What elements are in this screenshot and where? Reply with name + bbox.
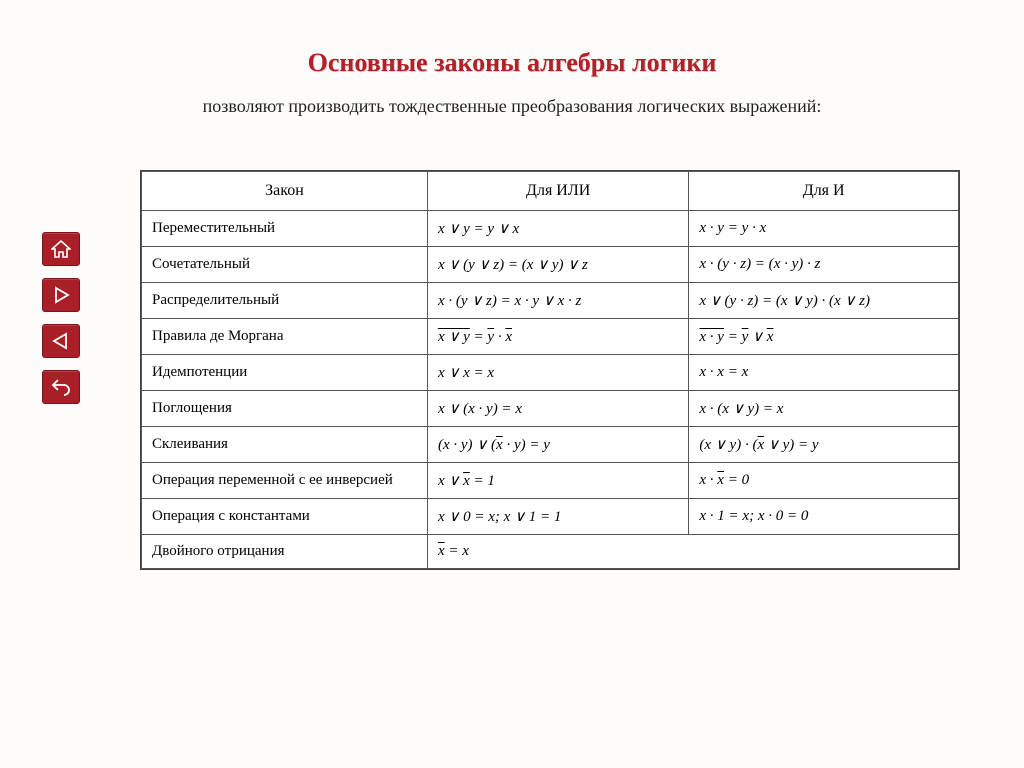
table-row: Сочетательныйx ∨ (y ∨ z) = (x ∨ y) ∨ zx … [142, 247, 959, 283]
table-row: Правила де Морганаx ∨ y = y · xx · y = y… [142, 319, 959, 355]
formula-or-cell: (x · y) ∨ (x · y) = y [427, 427, 688, 463]
formula-or-cell: x ∨ (x · y) = x [427, 391, 688, 427]
table-row: Распределительныйx · (y ∨ z) = x · y ∨ x… [142, 283, 959, 319]
formula-or-cell: x ∨ (y ∨ z) = (x ∨ y) ∨ z [427, 247, 688, 283]
formula-and-cell: x · x = 0 [689, 463, 959, 499]
formula-or-cell: x ∨ y = y ∨ x [427, 211, 688, 247]
formula-and-cell: x · y = y · x [689, 211, 959, 247]
formula-and-cell: x ∨ (y · z) = (x ∨ y) · (x ∨ z) [689, 283, 959, 319]
formula-or-cell: x ∨ 0 = x; x ∨ 1 = 1 [427, 499, 688, 535]
formula-or-cell: x = x [427, 535, 958, 569]
law-name-cell: Операция переменной с ее инверсией [142, 463, 428, 499]
nav-return-button[interactable] [42, 370, 80, 404]
laws-table-container: Закон Для ИЛИ Для И Переместительныйx ∨ … [140, 170, 960, 570]
formula-or-cell: x ∨ x = x [427, 355, 688, 391]
table-row: Операция переменной с ее инверсиейx ∨ x … [142, 463, 959, 499]
col-header-law: Закон [142, 172, 428, 211]
law-name-cell: Переместительный [142, 211, 428, 247]
law-name-cell: Сочетательный [142, 247, 428, 283]
formula-and-cell: x · x = x [689, 355, 959, 391]
law-name-cell: Идемпотенции [142, 355, 428, 391]
formula-and-cell: x · (x ∨ y) = x [689, 391, 959, 427]
formula-and-cell: x · 1 = x; x · 0 = 0 [689, 499, 959, 535]
nav-home-button[interactable] [42, 232, 80, 266]
table-row: Склеивания(x · y) ∨ (x · y) = y(x ∨ y) ·… [142, 427, 959, 463]
table-row: Переместительныйx ∨ y = y ∨ xx · y = y ·… [142, 211, 959, 247]
table-row: Операция с константамиx ∨ 0 = x; x ∨ 1 =… [142, 499, 959, 535]
col-header-or: Для ИЛИ [427, 172, 688, 211]
nav-panel [42, 232, 80, 404]
table-header-row: Закон Для ИЛИ Для И [142, 172, 959, 211]
nav-back-button[interactable] [42, 324, 80, 358]
law-name-cell: Склеивания [142, 427, 428, 463]
formula-and-cell: x · y = y ∨ x [689, 319, 959, 355]
nav-play-button[interactable] [42, 278, 80, 312]
formula-and-cell: (x ∨ y) · (x ∨ y) = y [689, 427, 959, 463]
formula-or-cell: x ∨ y = y · x [427, 319, 688, 355]
table-row: Двойного отрицанияx = x [142, 535, 959, 569]
formula-or-cell: x ∨ x = 1 [427, 463, 688, 499]
col-header-and: Для И [689, 172, 959, 211]
law-name-cell: Правила де Моргана [142, 319, 428, 355]
back-icon [52, 332, 70, 350]
law-name-cell: Операция с константами [142, 499, 428, 535]
slide: Основные законы алгебры логики позволяют… [0, 0, 1024, 768]
formula-or-cell: x · (y ∨ z) = x · y ∨ x · z [427, 283, 688, 319]
law-name-cell: Поглощения [142, 391, 428, 427]
table-row: Поглощенияx ∨ (x · y) = xx · (x ∨ y) = x [142, 391, 959, 427]
table-row: Идемпотенцииx ∨ x = xx · x = x [142, 355, 959, 391]
laws-table: Закон Для ИЛИ Для И Переместительныйx ∨ … [141, 171, 959, 569]
return-icon [51, 378, 71, 396]
table-body: Переместительныйx ∨ y = y ∨ xx · y = y ·… [142, 211, 959, 569]
law-name-cell: Распределительный [142, 283, 428, 319]
play-icon [52, 286, 70, 304]
page-subtitle: позволяют производить тождественные прео… [0, 96, 1024, 117]
formula-and-cell: x · (y · z) = (x · y) · z [689, 247, 959, 283]
home-icon [51, 240, 71, 258]
page-title: Основные законы алгебры логики [0, 48, 1024, 78]
law-name-cell: Двойного отрицания [142, 535, 428, 569]
